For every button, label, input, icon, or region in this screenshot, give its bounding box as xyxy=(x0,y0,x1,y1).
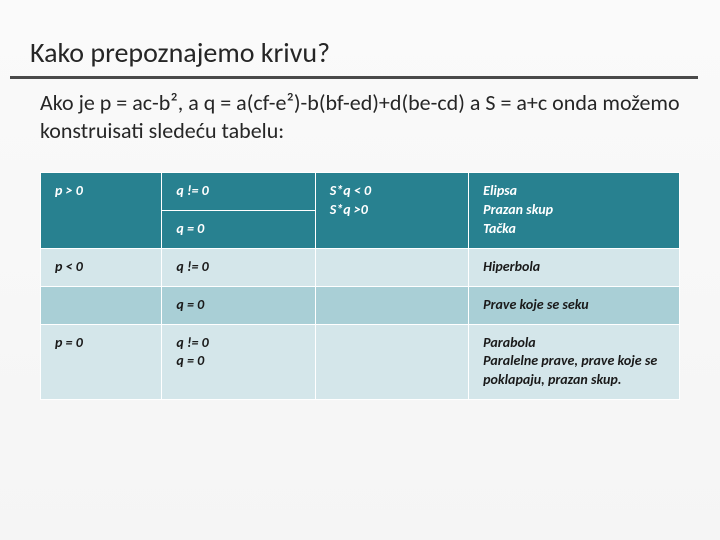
cell-q-both: q != 0q = 0 xyxy=(162,324,315,400)
cell-q-eq-0-b: q = 0 xyxy=(162,286,315,324)
cell-prave-seku: Prave koje se seku xyxy=(469,286,680,324)
cell-q-eq-0-a: q = 0 xyxy=(162,210,315,248)
table-container: p > 0 q != 0 S*q < 0S*q >0 ElipsaPrazan … xyxy=(0,144,720,400)
classification-table: p > 0 q != 0 S*q < 0S*q >0 ElipsaPrazan … xyxy=(40,172,680,400)
cell-empty-c2 xyxy=(315,286,468,324)
cell-hiperbola: Hiperbola xyxy=(469,248,680,286)
cell-q-ne-0-b: q != 0 xyxy=(162,248,315,286)
cell-elipsa: ElipsaPrazan skupTačka xyxy=(469,173,680,249)
slide-subtitle: Ako je p = ac-b², a q = a(cf-e²)-b(bf-ed… xyxy=(0,89,720,144)
cell-p-lt-0: p < 0 xyxy=(41,248,162,286)
slide: Kako prepoznajemo krivu? Ako je p = ac-b… xyxy=(0,0,720,540)
cell-empty-b xyxy=(315,248,468,286)
cell-p-eq-0: p = 0 xyxy=(41,324,162,400)
cell-p-gt-0: p > 0 xyxy=(41,173,162,249)
cell-empty-c0 xyxy=(41,286,162,324)
cell-q-ne-0-a: q != 0 xyxy=(162,173,315,211)
cell-parabola: ParabolaParalelne prave, prave koje se p… xyxy=(469,324,680,400)
cell-empty-d2 xyxy=(315,324,468,400)
slide-title: Kako prepoznajemo krivu? xyxy=(10,0,698,79)
cell-sq-cond: S*q < 0S*q >0 xyxy=(315,173,468,249)
